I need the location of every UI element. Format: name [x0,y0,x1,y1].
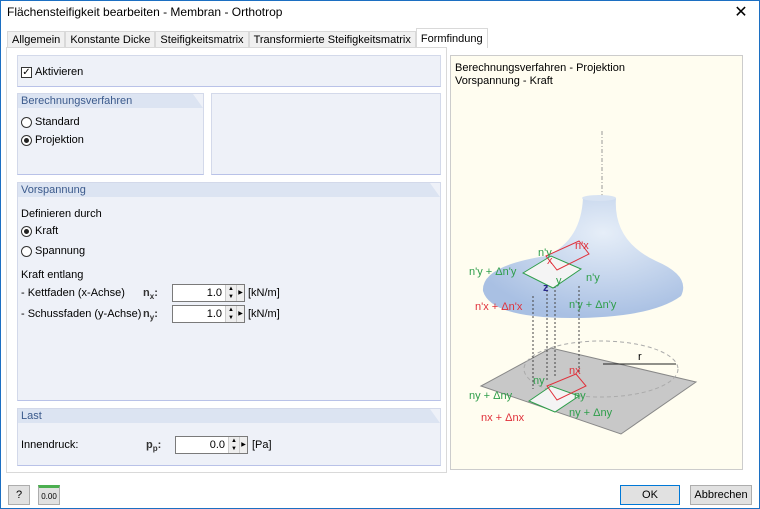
label-ny: ny [533,375,545,387]
units-icon: 0.00 [41,492,57,501]
label-npx: n'x [575,240,589,252]
help-icon: ? [15,489,23,501]
label-npy: n'y [538,247,552,259]
help-button[interactable]: ? [8,485,30,505]
pressure-input[interactable]: 0.0 ▲ ▼ ▶ [175,436,248,454]
tab-konstante-dicke[interactable]: Konstante Dicke [65,31,156,48]
label-ny-delta: ny + Δny [469,390,513,402]
label-npx-delta: n'x + Δn'x [475,301,523,313]
window-title: Flächensteifigkeit bearbeiten - Membran … [7,5,283,19]
close-button[interactable]: ✕ [734,4,748,21]
spinner-icon[interactable]: ▲ ▼ [225,306,236,322]
label-npy-delta2: n'y + Δn'y [569,299,617,311]
formfinding-diagram: n'y n'y + Δn'y n'y n'y + Δn'y ny ny + Δn… [469,131,698,435]
tab-bar: Allgemein Konstante Dicke Steifigkeitsma… [7,28,488,48]
pressure-label: Innendruck: [21,439,79,451]
nx-prime-arrows [545,240,590,271]
label-nx-delta: nx + Δnx [481,412,525,424]
ny-symbol: ny: [143,308,158,323]
empty-group [211,93,441,175]
radio-icon[interactable] [21,245,32,257]
surface-top [582,195,616,201]
nx-unit: [kN/m] [248,287,280,299]
nx-value[interactable]: 1.0 [206,287,222,299]
nx-subscript: x [149,292,155,302]
activate-box: ✓ Aktivieren [17,55,441,87]
spinner-icon[interactable]: ▲ ▼ [225,285,236,301]
radio-icon[interactable] [21,116,32,128]
label-npy-right: n'y [586,272,600,284]
label-npy-delta: n'y + Δn'y [469,266,517,278]
method-header: Berechnungsverfahren [18,94,203,108]
ok-button[interactable]: OK [620,485,680,505]
tab-formfindung[interactable]: Formfindung [415,28,488,48]
warp-label: - Kettfaden (x-Achse) [21,287,125,299]
radio-label: Spannung [35,245,86,257]
label-nx: nx [569,365,581,377]
ny-value[interactable]: 1.0 [206,308,222,320]
radio-standard[interactable]: Standard [21,116,80,128]
along-label: Kraft entlang [21,269,84,281]
arrow-right-icon[interactable]: ▶ [239,437,247,453]
label-ny-delta2: ny + Δny [569,407,613,419]
radio-spannung[interactable]: Spannung [21,245,85,257]
label-r: r [638,351,642,363]
checkbox-icon[interactable]: ✓ [21,66,32,78]
figure-panel: Berechnungsverfahren - Projektion Vorspa… [450,55,743,470]
ny-unit: [kN/m] [248,308,280,320]
label-z: z [543,282,549,294]
ny-subscript: y [149,313,155,323]
method-group: Berechnungsverfahren Standard Projektion [17,93,204,175]
radio-label: Projektion [35,134,84,146]
pp-symbol: pp: [146,439,162,454]
label-y: y [556,275,562,287]
prestress-group: Vorspannung Definieren durch Kraft Spann… [17,182,441,401]
cancel-button[interactable]: Abbrechen [690,485,752,505]
arrow-right-icon[interactable]: ▶ [236,306,244,322]
define-label: Definieren durch [21,208,102,220]
element-surface [521,255,583,289]
label-ny-right: ny [574,390,586,402]
radio-label: Kraft [35,225,59,237]
figure-line2: Vorspannung - Kraft [455,75,553,87]
figure-line1: Berechnungsverfahren - Projektion [455,62,625,74]
spinner-icon[interactable]: ▲ ▼ [228,437,239,453]
ny-input[interactable]: 1.0 ▲ ▼ ▶ [172,305,245,323]
radio-label: Standard [35,116,80,128]
radio-projektion[interactable]: Projektion [21,134,84,146]
pressure-value[interactable]: 0.0 [209,439,225,451]
nx-arrows [546,373,587,401]
activate-checkbox[interactable]: ✓ Aktivieren [21,66,83,78]
pp-subscript: p [152,444,158,454]
radio-icon[interactable] [21,134,32,146]
tab-allgemein[interactable]: Allgemein [7,31,66,48]
radio-icon[interactable] [21,225,32,237]
pressure-unit: [Pa] [252,439,272,451]
nx-symbol: nx: [143,287,158,302]
load-group: Last Innendruck: pp: 0.0 ▲ ▼ ▶ [Pa] [17,408,441,466]
arrow-right-icon[interactable]: ▶ [236,285,244,301]
element-plane [527,385,581,413]
tab-steifigkeitsmatrix[interactable]: Steifigkeitsmatrix [155,31,249,48]
projection-lines [532,286,580,389]
tab-transformierte-steifigkeitsmatrix[interactable]: Transformierte Steifigkeitsmatrix [248,31,416,48]
nx-input[interactable]: 1.0 ▲ ▼ ▶ [172,284,245,302]
load-header: Last [18,409,440,423]
prestress-header: Vorspannung [18,183,440,197]
weft-label: - Schussfaden (y-Achse) [21,308,142,320]
radius-circle [523,340,679,398]
radio-kraft[interactable]: Kraft [21,225,58,237]
label-x: x [547,255,553,267]
units-button[interactable]: 0.00 [38,485,60,505]
activate-label: Aktivieren [35,66,84,78]
